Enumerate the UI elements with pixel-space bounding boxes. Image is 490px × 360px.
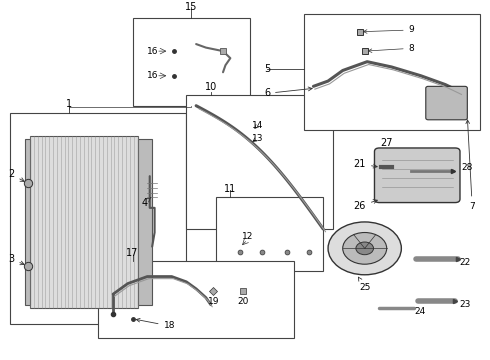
- Text: 6: 6: [264, 87, 312, 98]
- Text: 10: 10: [205, 82, 217, 92]
- Text: 5: 5: [264, 64, 270, 74]
- Text: 15: 15: [185, 2, 197, 12]
- Text: 8: 8: [368, 44, 415, 53]
- Bar: [138, 139, 152, 305]
- Bar: [25, 139, 30, 305]
- Text: 7: 7: [466, 120, 475, 211]
- Text: 4: 4: [142, 198, 151, 208]
- Text: 28: 28: [462, 163, 473, 172]
- FancyBboxPatch shape: [374, 148, 460, 203]
- Text: 11: 11: [224, 184, 237, 194]
- Text: 25: 25: [358, 277, 370, 292]
- Text: 24: 24: [415, 307, 425, 316]
- Text: 27: 27: [380, 138, 393, 148]
- FancyBboxPatch shape: [426, 86, 467, 120]
- Bar: [10, 113, 186, 324]
- Bar: [133, 18, 250, 106]
- Text: 13: 13: [251, 134, 263, 143]
- Text: 21: 21: [354, 159, 377, 169]
- Text: 22: 22: [459, 258, 470, 267]
- Text: 18: 18: [136, 318, 175, 330]
- Circle shape: [343, 233, 387, 264]
- Bar: [98, 261, 294, 338]
- Text: 9: 9: [364, 26, 415, 35]
- Bar: [186, 95, 333, 229]
- Text: 26: 26: [354, 199, 377, 211]
- Text: 17: 17: [126, 248, 139, 258]
- Text: 19: 19: [207, 297, 219, 306]
- Circle shape: [328, 222, 401, 275]
- Text: 1: 1: [66, 99, 72, 108]
- Bar: [304, 14, 480, 130]
- Bar: [216, 197, 323, 271]
- Bar: [30, 136, 138, 308]
- Text: 16: 16: [147, 71, 159, 80]
- Text: 16: 16: [147, 46, 159, 55]
- Circle shape: [356, 242, 373, 255]
- Text: 23: 23: [459, 300, 470, 309]
- Text: 20: 20: [237, 297, 248, 306]
- Text: 14: 14: [251, 121, 263, 130]
- Text: 12: 12: [242, 231, 253, 240]
- Text: 2: 2: [8, 170, 24, 181]
- Text: 3: 3: [8, 254, 24, 265]
